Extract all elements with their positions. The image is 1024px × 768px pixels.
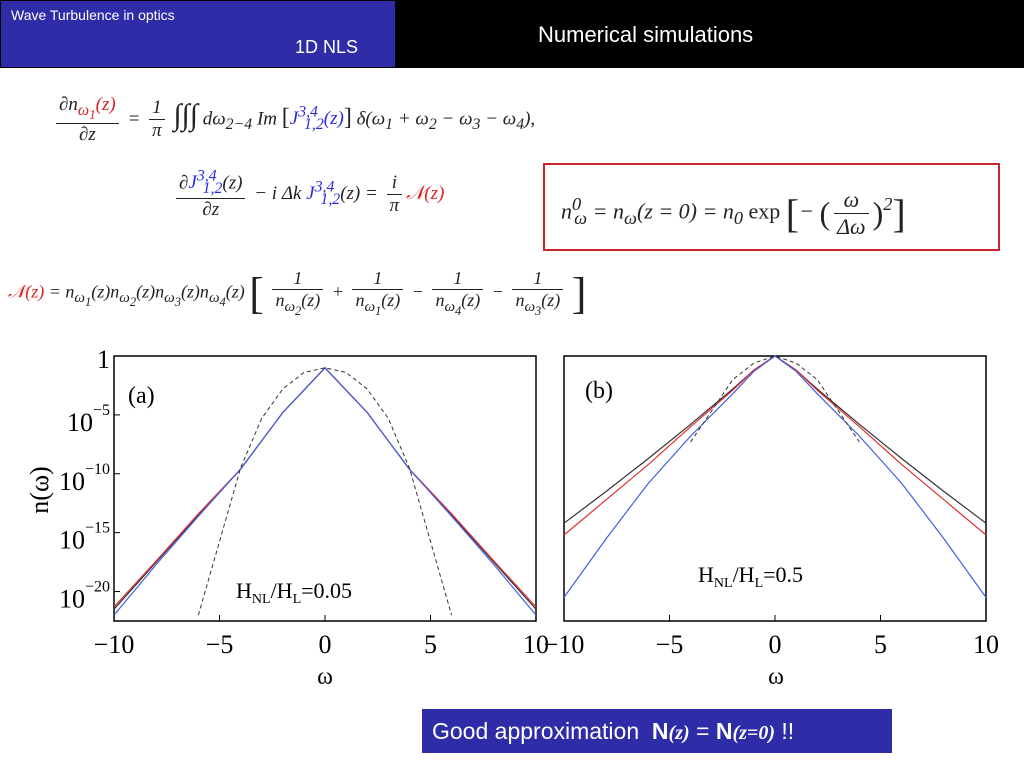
eq1-lhs-fraction: ∂nω1(z) ∂z [56,94,119,146]
spectra-plots: (a) HNL/HL=0.05 −10 −5 0 5 10 110−510−1010−1… [25,345,999,690]
panel-a-ylabel: n(ω) [25,466,54,513]
y-tick-label: 10−5 [67,402,110,437]
panel-b-x-ticks: −10 −5 0 5 10 [544,615,999,659]
panel-b-series-1 [563,355,987,536]
header-left-panel: Wave Turbulence in optics 1D NLS [0,0,396,68]
initial-condition-equation: n0ω = nω(z = 0) = n0 exp [− (ω Δω)2] [561,187,906,239]
conclusion-banner: Good approximation N(z) = N(z=0) !! [422,709,892,753]
panel-b: (b) HNL/HL=0.5 −10 −5 0 5 10 ω [544,355,999,690]
y-tick-label: 10−15 [59,520,110,555]
kinetic-equation-2: ∂J3,41,2(z) ∂z − i Δk J3,41,2(z) = i π 𝒩(z) [172,168,444,221]
initial-condition-box: n0ω = nω(z = 0) = n0 exp [− (ω Δω)2] [543,163,1000,251]
panel-a-annotation: HNL/HL=0.05 [236,578,352,607]
x-tick-label: −5 [656,630,684,659]
panel-a-series-3 [197,367,453,616]
panel-a-curves [113,366,537,616]
banner-equals: = [696,718,710,744]
x-tick-label: −10 [544,630,585,659]
course-title: Wave Turbulence in optics [11,7,175,23]
panel-a-series-0 [113,366,537,610]
x-tick-label: 10 [523,630,549,659]
slide-title: Numerical simulations [538,22,754,47]
section-title: 1D NLS [295,37,359,57]
banner-n1: N [651,718,669,744]
x-tick-label: 5 [424,630,437,659]
panel-a-x-ticks: −10 −5 0 5 10 [94,615,549,659]
y-tick-label: 1 [97,345,110,374]
y-tick-label: 10−20 [59,579,110,614]
x-tick-label: 0 [319,630,332,659]
panel-b-label: (b) [585,378,613,404]
panel-b-series-0 [563,355,987,524]
panel-a-xlabel: ω [317,664,333,690]
panel-a: (a) HNL/HL=0.05 −10 −5 0 5 10 1 10−5 10−10 10−1… [25,345,549,690]
panel-a-series-1 [113,366,537,608]
header-right-panel: Numerical simulations [396,0,1024,68]
x-tick-label: 10 [973,630,999,659]
banner-arg1: (z) [668,722,690,744]
panel-a-series-2 [113,366,537,616]
banner-tail: !! [781,718,795,744]
kinetic-equation-3: 𝒩(z) = nω1(z)nω2(z)nω3(z)nω4(z) [ 1 nω2(z… [8,268,587,318]
panel-a-label: (a) [128,383,155,409]
panel-a-y-ticks: 1 10−5 10−10 10−15 10−20 [59,345,120,614]
panel-b-xlabel: ω [768,664,784,690]
x-tick-label: −5 [206,630,234,659]
y-tick-label: 10−10 [59,461,110,496]
banner-n2: N [715,718,733,744]
banner-arg2: (z=0) [732,722,775,744]
panel-b-series-3 [690,355,860,443]
x-tick-label: 0 [769,630,782,659]
panel-b-series-2 [563,355,987,598]
x-tick-label: 5 [874,630,887,659]
panel-b-curves [563,355,987,598]
banner-text: Good approximation [432,718,640,744]
x-tick-label: −10 [94,630,135,659]
panel-b-annotation: HNL/HL=0.5 [698,562,803,591]
